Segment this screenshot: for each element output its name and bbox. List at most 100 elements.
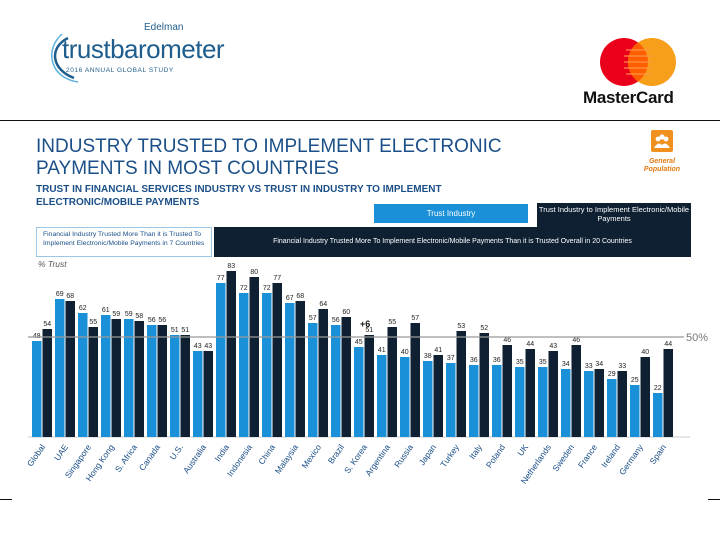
bar-implement-21 bbox=[525, 349, 535, 437]
category-label-11: Malaysia bbox=[273, 442, 301, 475]
value-label-implement-12: 64 bbox=[319, 301, 327, 308]
edelman-brand: Edelman bbox=[144, 22, 184, 33]
category-label-16: Russia bbox=[392, 442, 415, 469]
category-label-0: Global bbox=[25, 442, 47, 468]
bar-trust-27 bbox=[653, 393, 663, 437]
value-label-implement-3: 59 bbox=[112, 311, 120, 318]
category-label-26: Germany bbox=[617, 442, 646, 477]
value-label-implement-23: 46 bbox=[572, 337, 580, 344]
trustbarometer-wordmark: trustbarometer bbox=[62, 34, 225, 64]
value-label-trust-18: 37 bbox=[447, 355, 455, 362]
category-label-13: Brazil bbox=[326, 442, 346, 465]
general-population-label: General Population bbox=[643, 158, 681, 173]
value-label-trust-7: 43 bbox=[194, 343, 202, 350]
bar-implement-9 bbox=[249, 277, 259, 437]
bar-trust-26 bbox=[630, 385, 640, 437]
value-label-trust-12: 57 bbox=[309, 315, 317, 322]
bar-trust-20 bbox=[492, 365, 502, 437]
value-label-trust-19: 36 bbox=[470, 357, 478, 364]
bar-trust-7 bbox=[193, 351, 203, 437]
value-label-implement-22: 43 bbox=[549, 343, 557, 350]
bar-trust-9 bbox=[239, 293, 249, 437]
edelman-swoosh-icon bbox=[51, 33, 79, 83]
category-label-4: S. Africa bbox=[113, 442, 140, 474]
edelman-trust-barometer-logo bbox=[44, 20, 204, 100]
value-label-trust-22: 35 bbox=[539, 359, 547, 366]
bar-implement-27 bbox=[663, 349, 673, 437]
category-label-27: Spain bbox=[647, 442, 668, 466]
bar-trust-2 bbox=[78, 313, 88, 437]
bar-implement-6 bbox=[180, 335, 190, 437]
bar-implement-3 bbox=[111, 319, 121, 437]
value-label-trust-5: 56 bbox=[148, 317, 156, 324]
banner-right-note: Financial Industry Trusted More To Imple… bbox=[214, 227, 691, 257]
value-label-trust-24: 33 bbox=[585, 363, 593, 370]
bar-implement-2 bbox=[88, 327, 98, 437]
general-population-icon bbox=[651, 130, 673, 152]
value-label-trust-27: 22 bbox=[654, 385, 662, 392]
value-label-implement-15: 55 bbox=[388, 319, 396, 326]
bar-implement-26 bbox=[640, 357, 650, 437]
category-label-7: Australia bbox=[181, 442, 208, 475]
bar-implement-18 bbox=[456, 331, 466, 437]
value-label-implement-5: 56 bbox=[158, 317, 166, 324]
value-label-trust-26: 25 bbox=[631, 377, 639, 384]
mastercard-label: MasterCard bbox=[583, 88, 674, 107]
value-label-implement-9: 80 bbox=[250, 269, 258, 276]
bar-trust-14 bbox=[354, 347, 364, 437]
value-label-trust-10: 72 bbox=[263, 285, 271, 292]
category-label-18: Turkey bbox=[438, 442, 461, 469]
category-label-6: U.S. bbox=[167, 442, 185, 461]
banner-left-note: Financial Industry Trusted More Than it … bbox=[36, 227, 212, 257]
value-label-trust-16: 40 bbox=[401, 349, 409, 356]
bar-trust-18 bbox=[446, 363, 456, 437]
value-label-implement-25: 33 bbox=[618, 363, 626, 370]
value-label-implement-7: 43 bbox=[204, 343, 212, 350]
value-label-implement-4: 58 bbox=[135, 313, 143, 320]
value-label-trust-20: 36 bbox=[493, 357, 501, 364]
bar-implement-12 bbox=[318, 309, 328, 437]
legend-trust-industry: Trust Industry bbox=[374, 204, 528, 223]
bar-trust-21 bbox=[515, 367, 525, 437]
category-label-8: India bbox=[212, 442, 231, 463]
value-label-implement-19: 52 bbox=[480, 325, 488, 332]
category-label-17: Japan bbox=[417, 442, 439, 467]
value-label-implement-13: 60 bbox=[342, 309, 350, 316]
bar-trust-11 bbox=[285, 303, 295, 437]
category-label-24: France bbox=[576, 442, 600, 470]
bar-implement-16 bbox=[410, 323, 420, 437]
value-label-implement-16: 57 bbox=[411, 315, 419, 322]
bar-trust-17 bbox=[423, 361, 433, 437]
bar-implement-23 bbox=[571, 345, 581, 437]
bar-trust-8 bbox=[216, 283, 226, 437]
value-label-trust-6: 51 bbox=[171, 327, 179, 334]
value-label-trust-4: 59 bbox=[125, 311, 133, 318]
value-label-implement-11: 68 bbox=[296, 293, 304, 300]
value-label-implement-1: 68 bbox=[66, 293, 74, 300]
category-label-5: Canada bbox=[137, 442, 162, 472]
bar-implement-0 bbox=[42, 329, 52, 437]
value-label-implement-20: 46 bbox=[503, 337, 511, 344]
legend-trust-implement: Trust Industry to Implement Electronic/M… bbox=[537, 203, 691, 227]
footer-tick-left bbox=[0, 499, 12, 500]
value-label-implement-21: 44 bbox=[526, 341, 534, 348]
bar-trust-13 bbox=[331, 325, 341, 437]
value-label-implement-24: 34 bbox=[595, 361, 603, 368]
value-label-implement-17: 41 bbox=[434, 347, 442, 354]
bar-implement-13 bbox=[341, 317, 351, 437]
value-label-implement-18: 53 bbox=[457, 323, 465, 330]
value-label-trust-21: 35 bbox=[516, 359, 524, 366]
value-label-implement-8: 83 bbox=[227, 263, 235, 270]
bar-implement-7 bbox=[203, 351, 213, 437]
value-label-trust-2: 62 bbox=[79, 305, 87, 312]
value-label-trust-14: 45 bbox=[355, 339, 363, 346]
bar-trust-5 bbox=[147, 325, 157, 437]
reference-line-label: 50% bbox=[686, 332, 708, 344]
value-label-trust-15: 41 bbox=[378, 347, 386, 354]
bar-implement-15 bbox=[387, 327, 397, 437]
value-label-trust-1: 69 bbox=[56, 291, 64, 298]
bar-trust-12 bbox=[308, 323, 318, 437]
value-label-trust-11: 67 bbox=[286, 295, 294, 302]
bar-trust-15 bbox=[377, 355, 387, 437]
